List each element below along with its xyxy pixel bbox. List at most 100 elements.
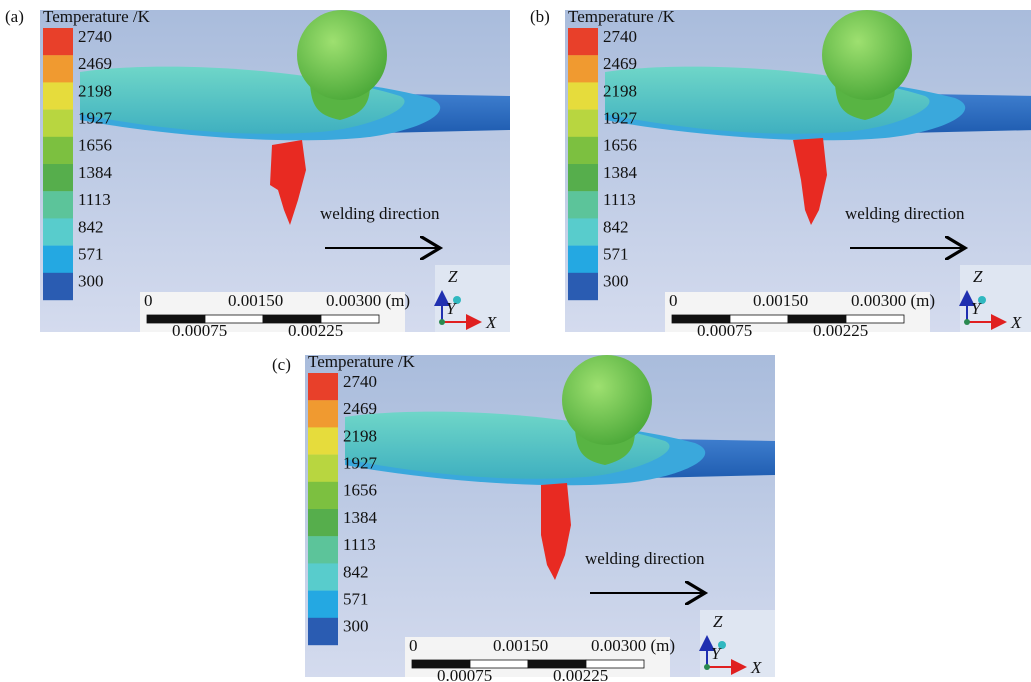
colorbar-segment	[568, 273, 598, 300]
colorbar-label: 1384	[603, 163, 638, 182]
colorbar-label: 1656	[78, 136, 112, 155]
colorbar-title: Temperature /K	[43, 7, 151, 26]
colorbar-label: 1656	[603, 136, 637, 155]
scale-label: 0.00150	[228, 291, 283, 310]
colorbar-label: 2740	[343, 372, 377, 391]
colorbar-segment	[568, 246, 598, 273]
colorbar-segment	[43, 218, 73, 245]
colorbar-title: Temperature /K	[568, 7, 676, 26]
annotation: welding direction	[320, 204, 440, 223]
colorbar-segment	[43, 55, 73, 82]
annotation: welding direction	[845, 204, 965, 223]
panel-label: (c)	[272, 355, 291, 374]
scale-label: 0.00150	[753, 291, 808, 310]
colorbar-label: 2740	[603, 27, 637, 46]
colorbar-segment	[568, 82, 598, 109]
colorbar-segment	[568, 110, 598, 137]
colorbar-segment	[43, 273, 73, 300]
axis-label: Z	[448, 267, 458, 286]
scale-label: 0	[669, 291, 678, 310]
colorbar-segment	[308, 400, 338, 427]
colorbar-label: 300	[603, 272, 629, 291]
colorbar-segment	[43, 137, 73, 164]
colorbar-label: 1384	[78, 163, 113, 182]
axis-label: X	[750, 658, 762, 677]
colorbar-label: 300	[78, 272, 104, 291]
colorbar-label: 842	[343, 562, 369, 581]
colorbar-segment	[43, 28, 73, 55]
colorbar-segment	[308, 509, 338, 536]
colorbar-label: 571	[78, 245, 104, 264]
panel-label: (a)	[5, 7, 24, 26]
scale-label: 0.00300 (m)	[326, 291, 410, 310]
origin	[704, 664, 710, 670]
colorbar-segment	[308, 618, 338, 645]
axis-label: Y	[711, 644, 722, 663]
colorbar-segment	[568, 55, 598, 82]
axis-label: X	[1010, 313, 1022, 332]
colorbar-label: 571	[603, 245, 629, 264]
origin	[439, 319, 445, 325]
colorbar-segment	[308, 427, 338, 454]
colorbar-label: 1384	[343, 508, 378, 527]
axis-label: X	[485, 313, 497, 332]
colorbar-segment	[308, 536, 338, 563]
scale-label: 0.00150	[493, 636, 548, 655]
annotation: welding direction	[585, 549, 705, 568]
colorbar-label: 2198	[343, 426, 377, 445]
colorbar-segment	[308, 563, 338, 590]
colorbar-label: 1656	[343, 481, 377, 500]
droplet	[822, 10, 912, 100]
scale-label: 0.00300 (m)	[591, 636, 675, 655]
colorbar-label: 1113	[78, 190, 111, 209]
colorbar-label: 2198	[78, 81, 112, 100]
colorbar-segment	[308, 455, 338, 482]
colorbar-label: 1927	[603, 109, 638, 128]
panel: Temperature /K2740 2469 2198 1927 1656 1384 11…	[565, 7, 1031, 340]
colorbar-segment	[308, 373, 338, 400]
scale-label: 0.00225	[813, 321, 868, 340]
colorbar-label: 2469	[78, 54, 112, 73]
panel-label: (b)	[530, 7, 550, 26]
colorbar-segment	[43, 191, 73, 218]
scale-label: 0.00300 (m)	[851, 291, 935, 310]
colorbar-label: 1113	[603, 190, 636, 209]
colorbar-segment	[568, 218, 598, 245]
colorbar-label: 842	[78, 217, 104, 236]
colorbar-label: 2198	[603, 81, 637, 100]
colorbar-segment	[43, 246, 73, 273]
colorbar-label: 1113	[343, 535, 376, 554]
colorbar-segment	[568, 137, 598, 164]
colorbar-label: 842	[603, 217, 629, 236]
colorbar-label: 2469	[603, 54, 637, 73]
colorbar-segment	[568, 164, 598, 191]
scale-label: 0.00225	[553, 666, 608, 682]
origin	[964, 319, 970, 325]
colorbar-label: 571	[343, 590, 369, 609]
axis-label: Y	[446, 299, 457, 318]
scale-label: 0.00075	[697, 321, 752, 340]
page: {"panels": [ {"label": "(a)", "colorbar_…	[0, 0, 1031, 682]
axis-label: Z	[973, 267, 983, 286]
figure: (a)Temperature /K27402469219819271656138…	[0, 0, 1031, 682]
colorbar-segment	[308, 591, 338, 618]
colorbar-title: Temperature /K	[308, 352, 416, 371]
axis-label: Y	[971, 299, 982, 318]
scale-label: 0.00225	[288, 321, 343, 340]
colorbar-segment	[43, 164, 73, 191]
colorbar-label: 300	[343, 617, 369, 636]
scale-label: 0	[409, 636, 418, 655]
axis-label: Z	[713, 612, 723, 631]
colorbar-label: 1927	[343, 454, 378, 473]
colorbar-label: 2740	[78, 27, 112, 46]
droplet	[297, 10, 387, 100]
colorbar-label: 1927	[78, 109, 113, 128]
colorbar-segment	[568, 191, 598, 218]
scale-label: 0	[144, 291, 153, 310]
colorbar-segment	[43, 110, 73, 137]
colorbar-label: 2469	[343, 399, 377, 418]
colorbar-segment	[43, 82, 73, 109]
colorbar-segment	[568, 28, 598, 55]
